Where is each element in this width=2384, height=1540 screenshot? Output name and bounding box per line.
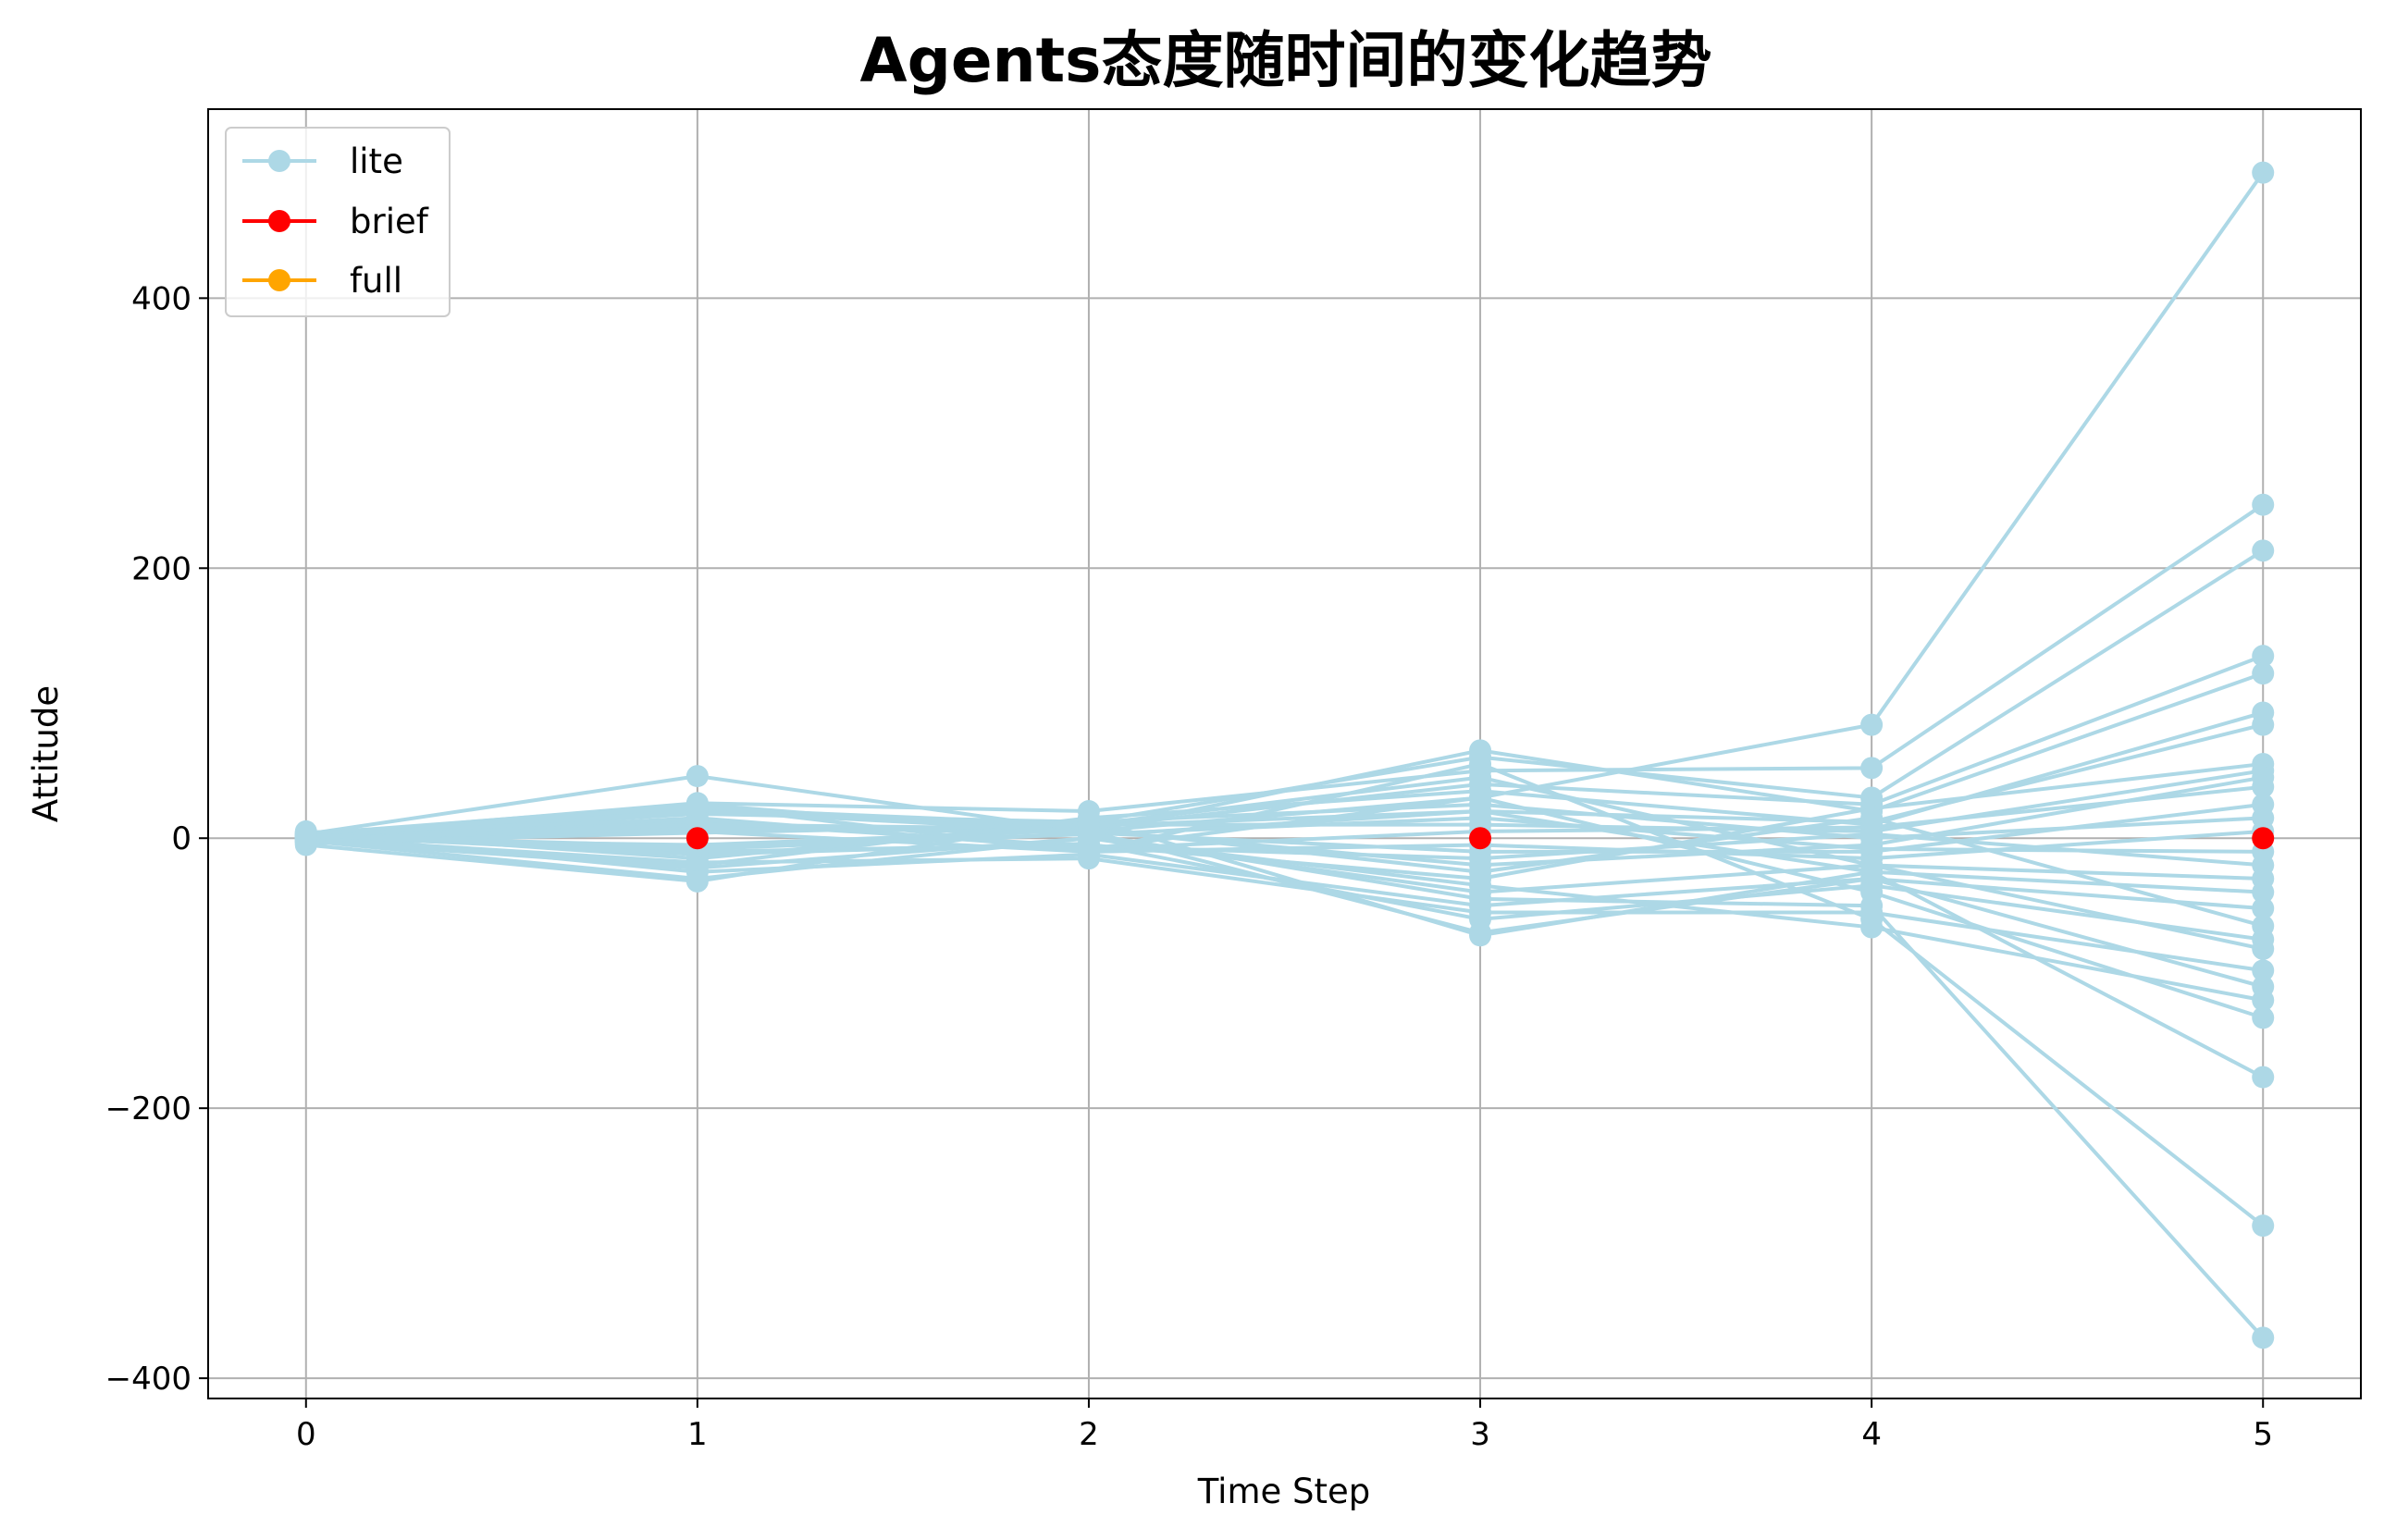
x-tick-label: 3 [1470, 1416, 1490, 1453]
lite-series-line [305, 809, 2264, 989]
y-axis-label: Attitude [26, 685, 66, 822]
lite-data-point [686, 765, 709, 788]
lite-data-point [2252, 775, 2275, 798]
lite-data-point [686, 869, 709, 893]
lite-data-point [2252, 1326, 2275, 1349]
legend-label-brief: brief [350, 202, 429, 241]
lite-data-point [2252, 493, 2275, 516]
lite-data-point [1860, 822, 1884, 845]
lite-series-line [305, 836, 2264, 973]
legend-marker-full [268, 269, 290, 291]
brief-data-point [1469, 827, 1492, 850]
lite-data-point [2252, 645, 2275, 668]
lite-data-point [2252, 1006, 2275, 1029]
lite-data-point [1469, 786, 1492, 809]
legend-label-full: full [350, 261, 402, 301]
brief-data-point [686, 827, 709, 850]
y-tick-label: −200 [105, 1090, 191, 1127]
x-tick-label: 4 [1861, 1416, 1882, 1453]
lite-data-point [1469, 752, 1492, 775]
y-tick-label: −400 [105, 1361, 191, 1398]
lite-data-point [686, 795, 709, 818]
brief-data-point [2252, 827, 2275, 850]
plot-frame [207, 108, 2362, 1399]
x-tick-label: 0 [296, 1416, 316, 1453]
x-tick-label: 5 [2253, 1416, 2273, 1453]
legend: lite brief full [225, 127, 451, 317]
lite-series-line [305, 832, 2265, 1339]
lite-data-point [2252, 161, 2275, 184]
lite-data-point [2252, 1214, 2275, 1238]
lite-data-point [2252, 1066, 2275, 1089]
lite-series-line [305, 817, 2265, 1079]
y-tick-label: 400 [131, 280, 191, 317]
lite-data-point [1860, 894, 1884, 918]
x-axis-label: Time Step [1197, 1472, 1371, 1511]
legend-item-lite: lite [242, 142, 403, 181]
lite-data-point [2252, 713, 2275, 736]
lite-series-line [305, 816, 2264, 929]
x-tick-label: 1 [687, 1416, 708, 1453]
grid-lines [208, 109, 2361, 1398]
lite-series-line [305, 836, 2264, 1003]
lite-data-point [2252, 539, 2275, 562]
lite-series-line [305, 761, 2265, 1227]
lite-series-line [305, 775, 2264, 951]
data-series [294, 161, 2275, 1349]
y-tick-label: 0 [171, 820, 191, 857]
lite-data-point [2252, 662, 2275, 685]
lite-data-point [2252, 881, 2275, 904]
chart-title: Agents态度随时间的变化趋势 [860, 25, 1712, 96]
lite-data-point [1469, 887, 1492, 910]
lite-data-point [1860, 807, 1884, 830]
lite-data-point [1077, 822, 1100, 845]
legend-item-full: full [242, 261, 402, 301]
lite-data-point [2252, 989, 2275, 1012]
lite-data-point [1860, 860, 1884, 883]
lite-data-point [1469, 924, 1492, 947]
x-tick-label: 2 [1079, 1416, 1099, 1453]
lite-series-line [305, 795, 2264, 1020]
axis-ticks: 0 1 2 3 4 5 −400 −200 0 200 400 [105, 280, 2273, 1453]
lite-data-point [294, 824, 317, 847]
lite-series-line [305, 816, 2264, 854]
legend-marker-lite [268, 150, 290, 172]
legend-marker-brief [268, 210, 290, 232]
y-tick-label: 200 [131, 550, 191, 587]
legend-item-brief: brief [242, 202, 429, 241]
lite-data-point [1077, 840, 1100, 863]
legend-box [225, 127, 451, 317]
lite-data-point [2252, 937, 2275, 960]
lite-data-point [1860, 713, 1884, 736]
lite-series-line [305, 809, 2264, 894]
lite-series-line [305, 819, 2264, 868]
lite-data-point [1860, 757, 1884, 780]
lite-data-point [2252, 959, 2275, 982]
lite-data-point [2252, 897, 2275, 920]
legend-label-lite: lite [350, 142, 403, 181]
